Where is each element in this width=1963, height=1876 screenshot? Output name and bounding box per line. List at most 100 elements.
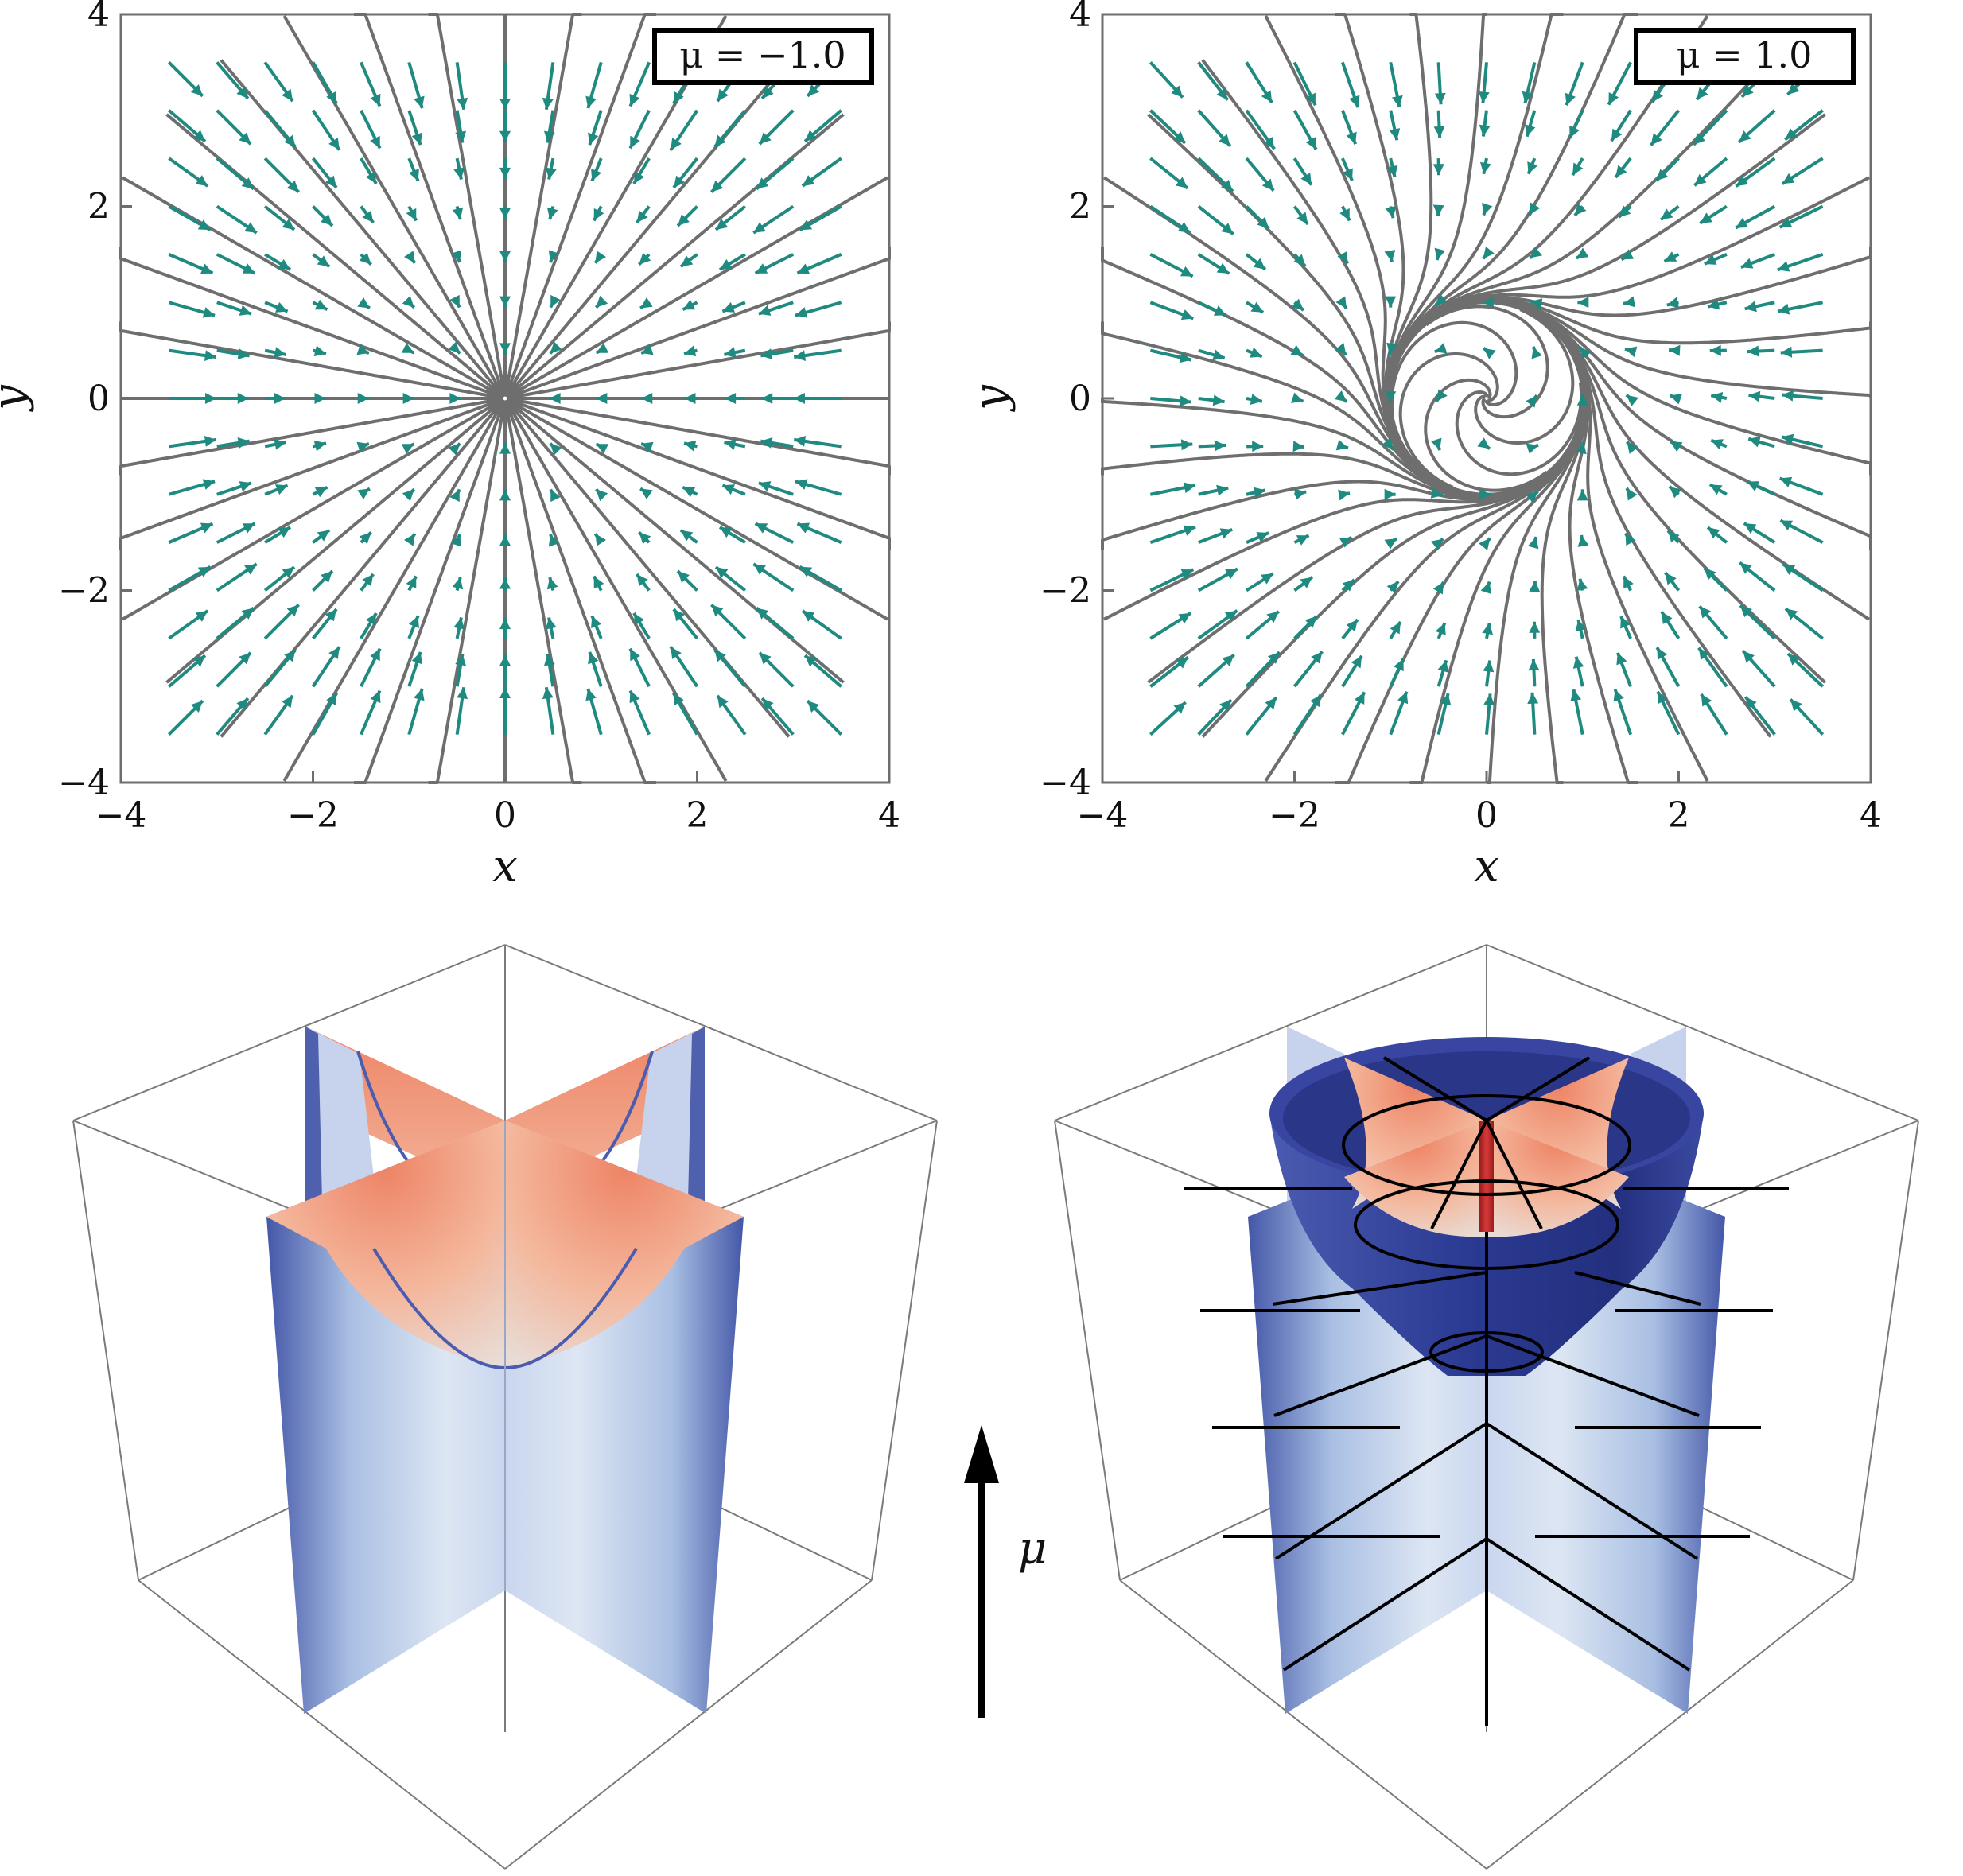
field-arrow-head xyxy=(1267,651,1280,664)
streamline xyxy=(1201,59,1449,490)
legend-box: μ = 1.0 xyxy=(1634,28,1856,85)
field-arrow-head xyxy=(1382,437,1394,450)
field-arrow-head xyxy=(716,218,729,230)
field-arrow-head xyxy=(450,250,462,262)
field-arrow-head xyxy=(542,97,554,110)
field-arrow-head xyxy=(1334,390,1347,402)
field-arrow-head xyxy=(325,175,336,188)
field-arrow-head xyxy=(1222,654,1234,666)
field-arrow-head xyxy=(797,263,810,274)
field-arrow-head xyxy=(1430,487,1443,499)
field-arrow-head xyxy=(1342,168,1353,181)
field-arrow-head xyxy=(1626,394,1639,406)
field-arrow-head xyxy=(499,167,511,179)
field-arrow-head xyxy=(1662,612,1673,624)
bounding-box xyxy=(72,944,938,1870)
streamline xyxy=(119,398,503,550)
field-arrow-head xyxy=(357,488,370,500)
field-arrow-head xyxy=(1739,605,1752,618)
field-arrow-head xyxy=(499,489,511,501)
x-tick-label: 4 xyxy=(1860,795,1882,836)
field-arrow-head xyxy=(1354,692,1365,705)
field-arrow-head xyxy=(239,481,252,492)
surface-3d-mu-neg xyxy=(72,944,938,1870)
field-arrow-head xyxy=(1747,345,1759,357)
field-arrow-head xyxy=(1668,530,1680,543)
streamline xyxy=(1101,321,1516,498)
x-axis-label: x xyxy=(1474,841,1499,892)
field-arrow-head xyxy=(1576,578,1588,591)
field-arrow-head xyxy=(286,604,299,617)
field-arrow-head xyxy=(1745,697,1757,709)
field-arrow-head xyxy=(204,435,216,447)
field-arrow-head xyxy=(797,522,810,534)
field-arrow-head xyxy=(805,655,818,667)
field-arrow-head xyxy=(1742,84,1754,97)
x-tick-label: −2 xyxy=(1269,795,1320,836)
field-arrow-head xyxy=(550,294,561,308)
field-arrow-head xyxy=(1665,573,1677,585)
field-arrow-head xyxy=(1296,535,1309,546)
field-arrow-head xyxy=(802,175,815,186)
field-arrow-head xyxy=(759,132,772,145)
field-arrow-head xyxy=(1214,440,1226,452)
field-arrow-head xyxy=(1224,610,1238,622)
field-arrow-head xyxy=(593,576,604,589)
field-arrow-head xyxy=(1212,349,1225,361)
field-arrow-head xyxy=(1576,394,1588,406)
field-arrow-head xyxy=(641,393,653,404)
field-arrow-head xyxy=(1530,247,1542,258)
field-arrow-head xyxy=(1213,305,1226,316)
field-arrow-head xyxy=(457,97,468,110)
field-arrow-head xyxy=(1261,178,1274,191)
field-arrow-head xyxy=(1266,611,1279,623)
field-arrow-head xyxy=(799,219,813,231)
field-arrow-head xyxy=(499,99,511,111)
streamline xyxy=(1147,436,1578,684)
field-arrow-head xyxy=(313,440,326,452)
field-arrow-head xyxy=(1305,92,1316,106)
field-arrow-head xyxy=(1777,261,1790,272)
field-arrow-head xyxy=(1743,651,1755,663)
axis-ticks: −4−4 −2 −2 0 0 2 2 4 4 xyxy=(58,0,900,836)
field-arrow-head xyxy=(1785,608,1798,620)
field-arrow-head xyxy=(274,301,288,313)
field-arrow-head xyxy=(237,437,250,449)
field-arrow-head xyxy=(274,347,286,359)
field-arrow-head xyxy=(197,566,211,577)
vector-field-arrows xyxy=(1149,60,1825,736)
field-arrow-head xyxy=(1670,394,1683,405)
field-arrow-head xyxy=(1434,92,1446,105)
field-arrow-head xyxy=(1527,536,1539,550)
field-arrow-head xyxy=(282,567,294,579)
field-arrow-head xyxy=(414,688,425,701)
field-arrow-head xyxy=(639,532,651,545)
y-tick-label: −2 xyxy=(1040,571,1091,612)
field-arrow-head xyxy=(499,208,511,219)
streamline xyxy=(507,397,891,476)
field-arrow-head xyxy=(1576,247,1589,258)
field-arrow-head xyxy=(1338,489,1351,501)
field-arrow-head xyxy=(546,577,558,590)
field-arrow-head xyxy=(760,437,773,449)
field-arrow-head xyxy=(450,534,462,547)
field-arrow-head xyxy=(805,130,818,142)
field-arrow-head xyxy=(195,611,208,622)
field-arrow-head xyxy=(1221,179,1234,192)
field-arrow-head xyxy=(1782,173,1795,184)
x-tick-label: −2 xyxy=(287,795,339,836)
field-arrow-head xyxy=(411,132,422,146)
field-arrow-head xyxy=(414,95,425,109)
streamline xyxy=(1201,420,1583,738)
field-arrow-head xyxy=(1256,532,1269,543)
field-arrow-head xyxy=(1342,580,1355,592)
field-arrow-head xyxy=(595,251,607,263)
field-arrow-head xyxy=(714,134,726,147)
field-arrow-head xyxy=(452,207,464,219)
streamline xyxy=(505,400,728,783)
field-arrow-head xyxy=(284,134,296,147)
field-arrow-head xyxy=(1304,616,1317,628)
field-arrow-head xyxy=(1172,131,1185,143)
field-arrow-head xyxy=(448,341,461,354)
field-arrow-head xyxy=(236,86,248,99)
